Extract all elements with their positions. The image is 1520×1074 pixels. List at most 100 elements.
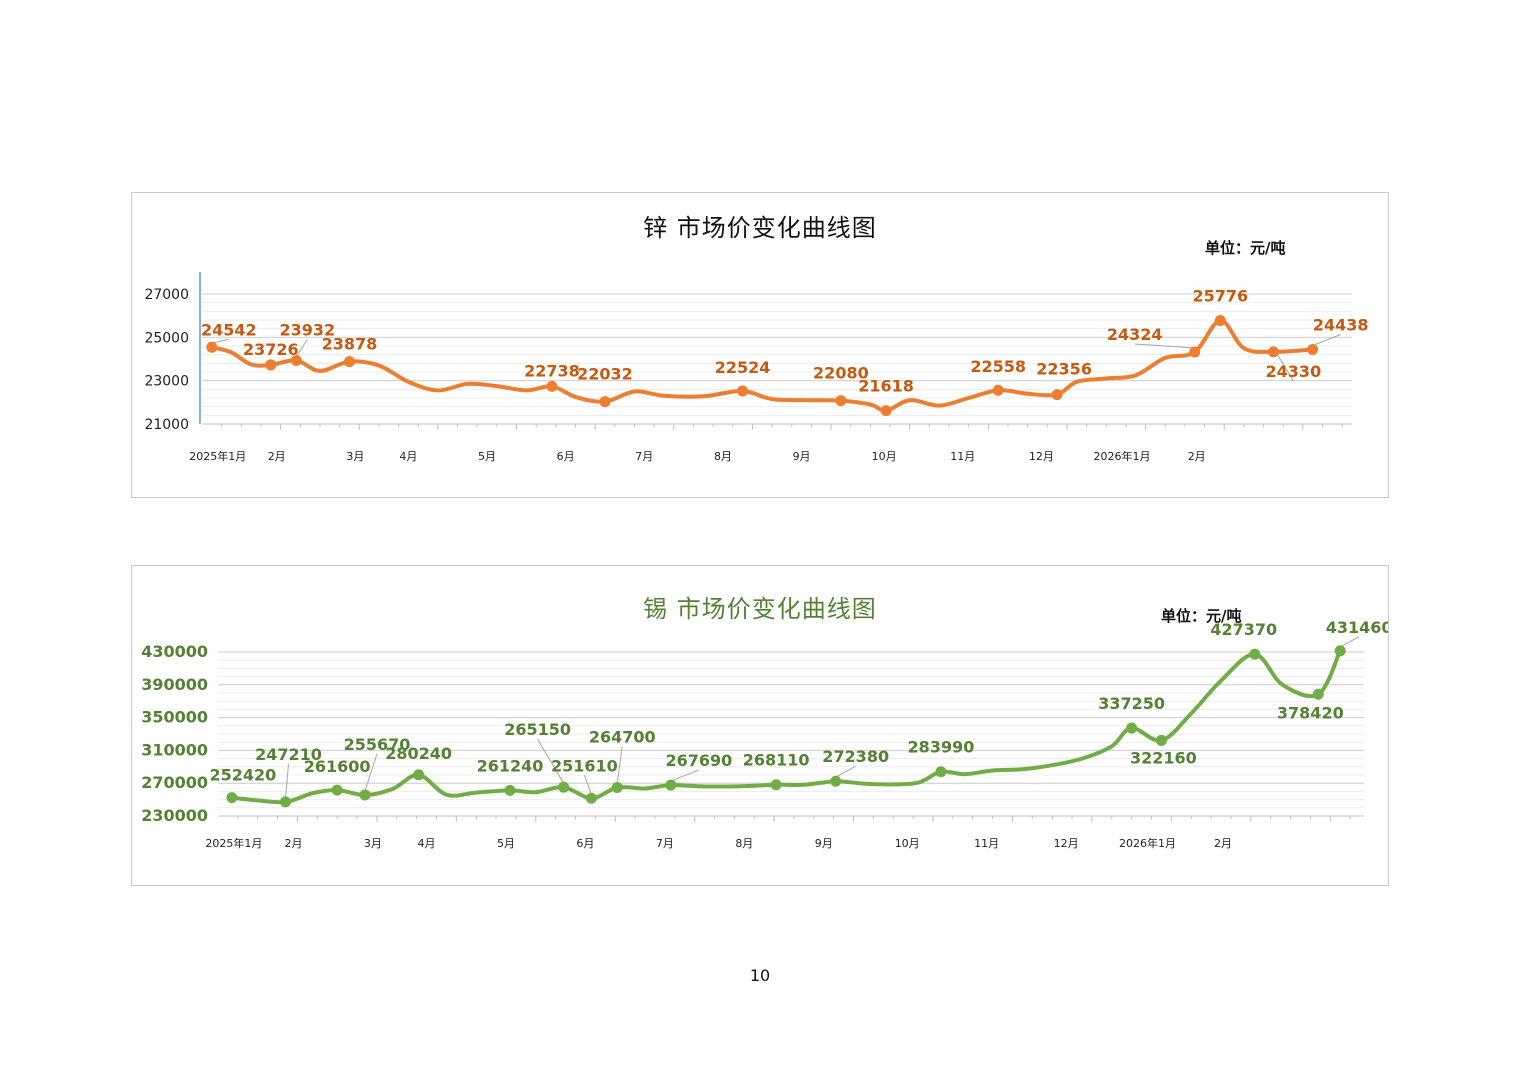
x-tick-label: 12月 (1054, 837, 1079, 850)
tin-price-chart: 230000 270000 310000 350000 390000 430000 2025… (141, 618, 1388, 850)
x-tick-label: 4月 (418, 837, 436, 850)
data-point (830, 775, 842, 787)
data-point (835, 395, 847, 407)
data-label: 337250 (1098, 694, 1165, 713)
leader-line (1339, 636, 1360, 648)
data-label: 280240 (385, 744, 452, 763)
y-tick-label: 25000 (144, 330, 189, 346)
data-point (1267, 346, 1279, 358)
data-label: 22032 (577, 365, 633, 384)
data-point (1189, 346, 1201, 358)
x-tick-label: 2月 (1214, 837, 1232, 850)
data-point (1312, 688, 1324, 700)
data-point (1334, 645, 1346, 657)
data-point (359, 789, 371, 801)
data-point (226, 792, 238, 804)
x-tick-label: 2025年1月 (189, 449, 246, 463)
data-point (585, 792, 597, 804)
data-point (992, 384, 1004, 396)
unit-label: 单位：元/吨 (1205, 239, 1286, 257)
chart-title: 锡 市场价变化曲线图 (643, 595, 877, 623)
leader-line (835, 765, 856, 778)
data-point (665, 779, 677, 791)
x-tick-label: 12月 (1029, 450, 1054, 463)
series-line (209, 318, 1315, 413)
data-point (504, 784, 516, 796)
data-point (737, 385, 749, 397)
data-point (1155, 734, 1167, 746)
x-tick-label: 2月 (284, 837, 302, 850)
x-tick-label: 4月 (399, 450, 417, 463)
data-label: 265150 (504, 720, 571, 739)
x-tick-label: 10月 (872, 450, 897, 463)
x-tick-label: 7月 (656, 837, 674, 850)
data-point (546, 380, 558, 392)
leader-line (285, 763, 290, 798)
data-label: 427370 (1210, 620, 1277, 639)
y-tick-label: 430000 (141, 642, 208, 661)
data-point (413, 769, 425, 781)
data-label: 24324 (1107, 325, 1163, 344)
y-tick-label: 23000 (144, 374, 189, 390)
data-label: 261600 (304, 757, 371, 776)
leader-line (583, 775, 592, 795)
y-tick-label: 270000 (141, 773, 208, 792)
data-label: 23932 (280, 320, 336, 339)
data-label: 264700 (589, 728, 656, 747)
x-tick-label: 2月 (1188, 450, 1206, 463)
page-number: 10 (749, 966, 771, 985)
data-point (770, 779, 782, 791)
leader-line (616, 746, 623, 784)
data-label: 24330 (1266, 362, 1322, 381)
data-label: 272380 (822, 747, 889, 766)
zinc-chart-panel: 锌 市场价变化曲线图 单位：元/吨 21000 23000 25000 27000 20… (131, 192, 1389, 498)
x-tick-label: 11月 (950, 450, 975, 463)
data-point (206, 341, 218, 353)
y-tick-label: 350000 (141, 708, 208, 727)
data-point (265, 359, 277, 371)
x-tick-label: 2月 (268, 450, 286, 463)
x-tick-label: 9月 (815, 837, 833, 850)
leader-line (670, 769, 700, 782)
data-label: 378420 (1277, 703, 1344, 722)
zinc-price-chart: 21000 23000 25000 27000 2025年1月 2月 3月 4月 5月 6月 7月 8… (144, 272, 1369, 463)
x-tick-label: 2026年1月 (1119, 836, 1176, 850)
x-tick-label: 11月 (974, 837, 999, 850)
data-point (343, 356, 355, 368)
x-tick-label: 7月 (635, 450, 653, 463)
x-tick-label: 3月 (364, 837, 382, 850)
y-tick-label: 21000 (144, 417, 189, 433)
data-point (1126, 722, 1138, 734)
x-tick-label: 5月 (478, 450, 496, 463)
data-label: 22356 (1036, 360, 1092, 379)
data-label: 23726 (243, 340, 299, 359)
x-tick-label: 8月 (735, 837, 753, 850)
data-label: 261240 (477, 756, 544, 775)
data-point (290, 354, 302, 366)
x-tick-label: 2025年1月 (205, 836, 262, 850)
data-point (1307, 344, 1319, 356)
y-tick-label: 390000 (141, 675, 208, 694)
data-label: 23878 (322, 335, 378, 354)
leader-line (1134, 343, 1195, 349)
y-tick-label: 230000 (141, 806, 208, 825)
data-label: 24542 (201, 320, 257, 339)
unit-label: 单位：元/吨 (1161, 607, 1242, 625)
data-point (611, 782, 623, 794)
data-point (331, 784, 343, 796)
chart-title: 锌 市场价变化曲线图 (643, 214, 877, 242)
data-point (599, 396, 611, 408)
x-tick-label: 8月 (714, 450, 732, 463)
x-tick-label: 3月 (346, 450, 364, 463)
series-line (229, 648, 1343, 805)
data-label: 22080 (813, 364, 869, 383)
data-point (558, 781, 570, 793)
data-label: 25776 (1192, 287, 1248, 306)
leader-line (364, 753, 378, 792)
data-point (1051, 389, 1063, 401)
x-tick-label: 9月 (793, 450, 811, 463)
data-label: 268110 (743, 751, 810, 770)
x-tick-label: 2026年1月 (1094, 449, 1151, 463)
data-label: 255670 (344, 735, 411, 754)
tin-chart-panel: 锡 市场价变化曲线图 单位：元/吨 230000 270000 310000 3500… (131, 565, 1389, 886)
